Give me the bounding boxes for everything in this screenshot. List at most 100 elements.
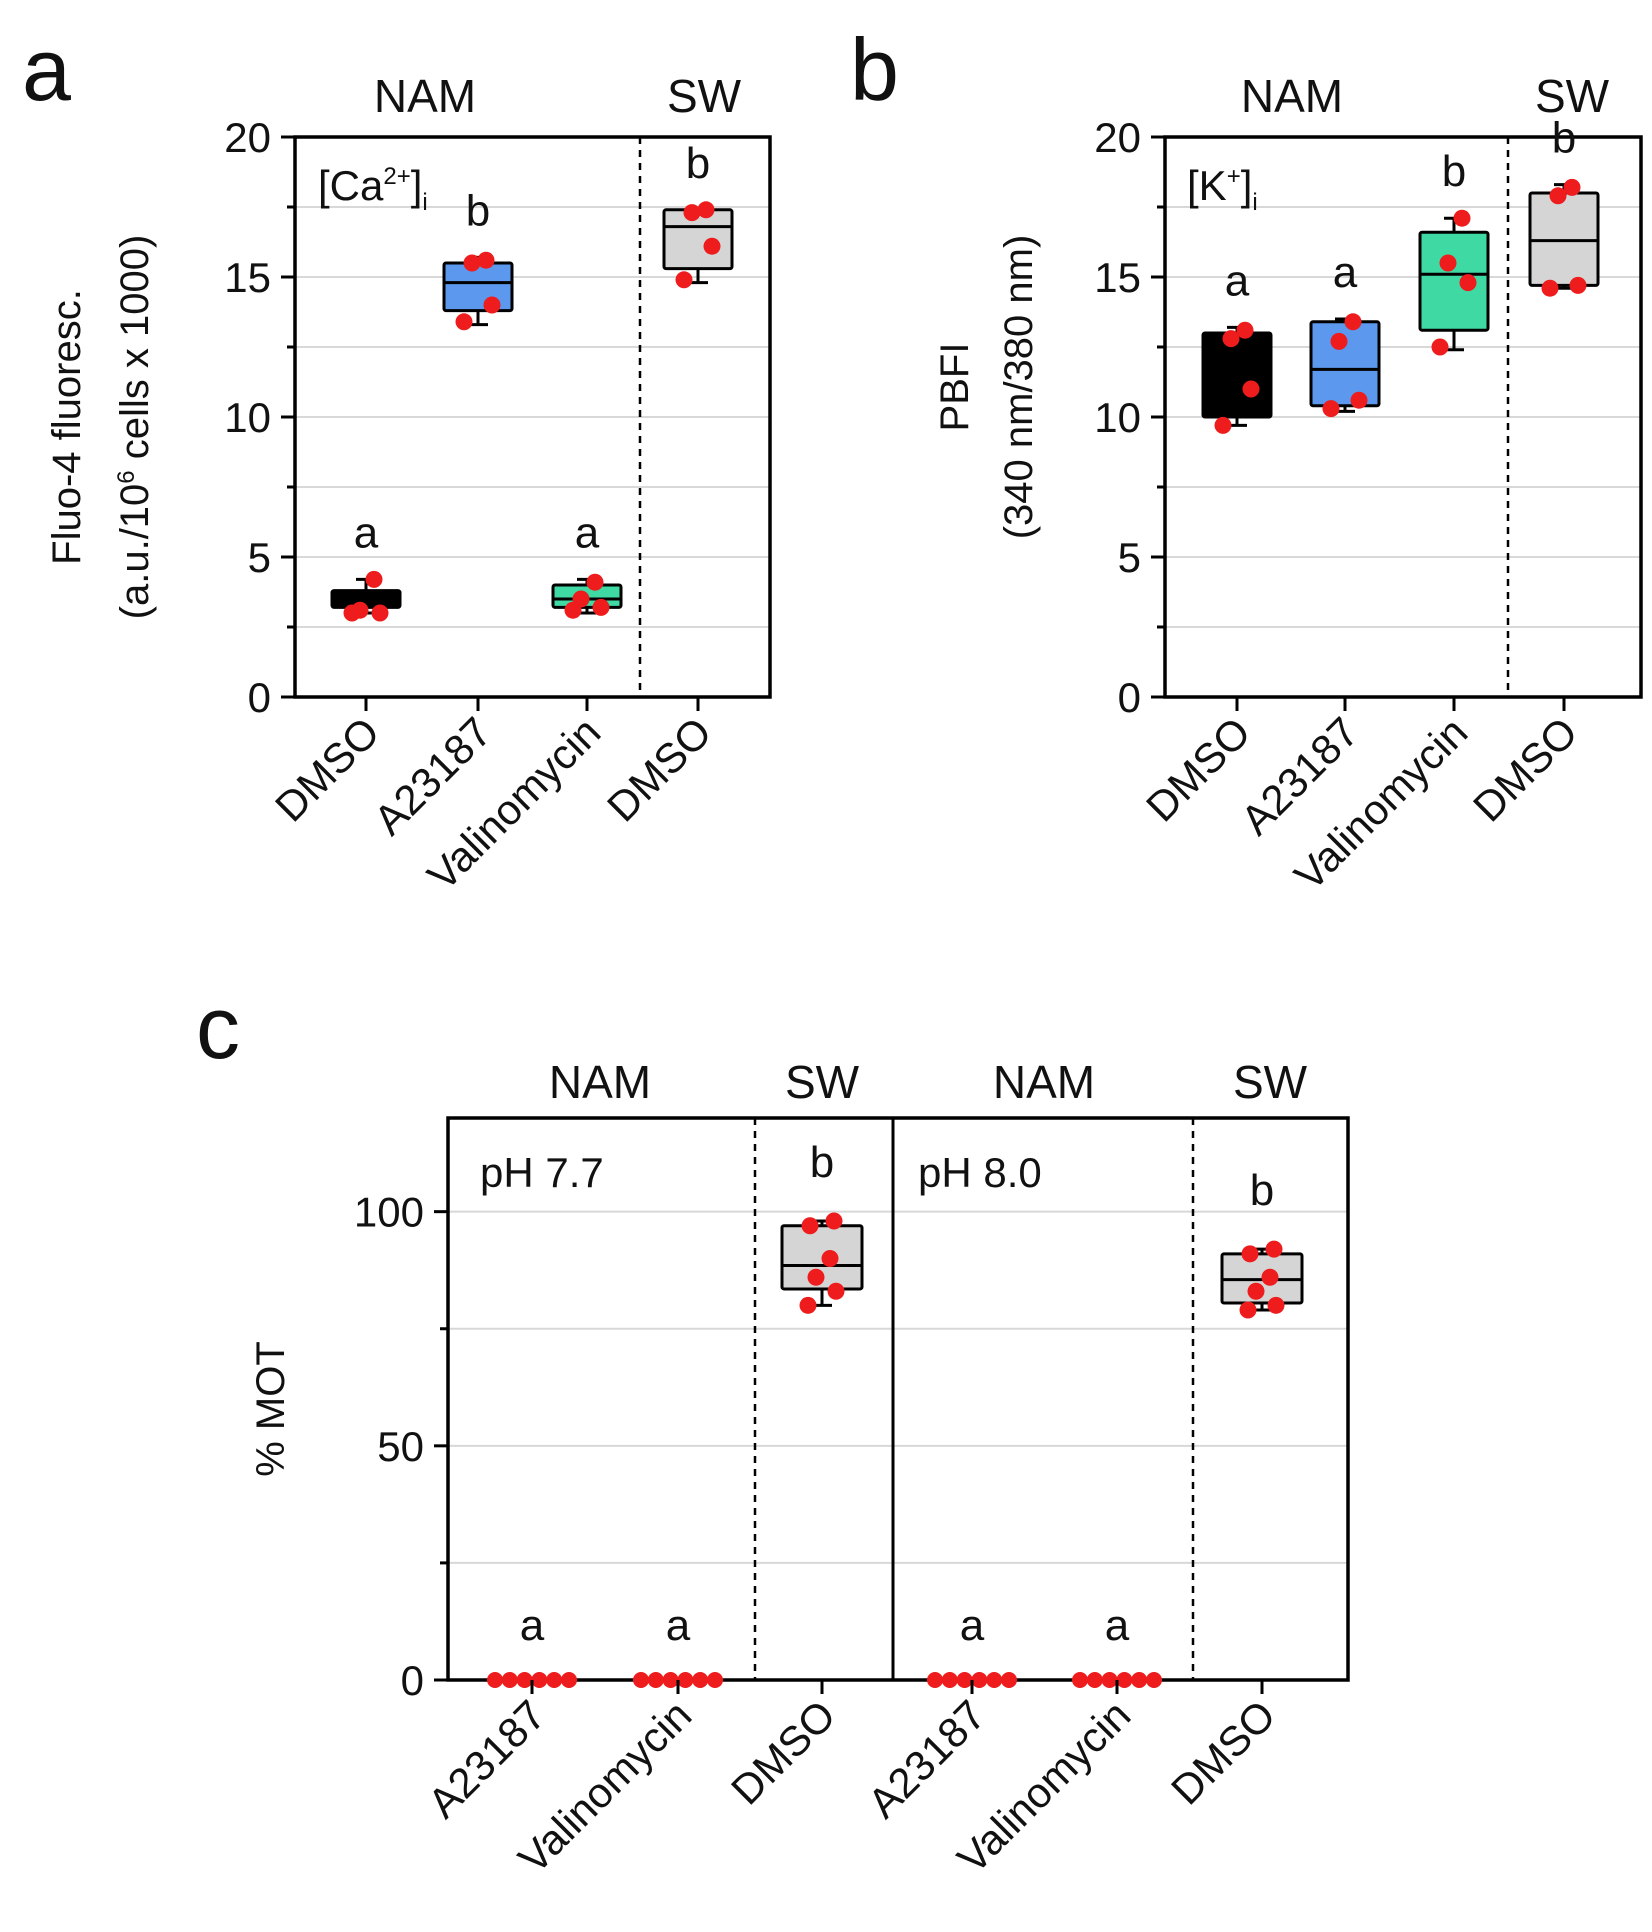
- significance-letter: b: [466, 186, 490, 235]
- data-point-1-2-3: [1261, 1268, 1279, 1286]
- y-tick-label: 10: [224, 394, 271, 441]
- data-point-3-1: [1569, 276, 1587, 294]
- group-label: SW: [1233, 1056, 1308, 1108]
- data-point-0-2-2: [807, 1268, 825, 1286]
- data-point-2-2: [572, 590, 590, 608]
- data-point-1-2-0: [1239, 1301, 1257, 1319]
- panel-letter: c: [196, 978, 240, 1077]
- data-point-0-2: [1222, 330, 1240, 348]
- data-point-1-2: [1330, 332, 1348, 350]
- data-point-3-3: [697, 201, 715, 219]
- group-label: NAM: [374, 70, 476, 122]
- data-point-3-2: [683, 204, 701, 222]
- data-point-1-0-2: [956, 1672, 973, 1688]
- data-point-0-1-2: [662, 1672, 679, 1688]
- y-axis-label-units: (340 nm/380 nm): [997, 235, 1041, 540]
- y-tick-label: 5: [248, 534, 271, 581]
- x-tick-label: DMSO: [1162, 1691, 1284, 1813]
- group-label: NAM: [1241, 70, 1343, 122]
- data-point-3-0: [675, 271, 693, 289]
- inset-label: pH 7.7: [480, 1149, 604, 1196]
- data-point-2-3: [1453, 209, 1471, 227]
- significance-letter: b: [1442, 147, 1466, 196]
- data-point-0-1-4: [692, 1672, 709, 1688]
- data-point-1-2-2: [1247, 1282, 1265, 1300]
- y-tick-label: 20: [1094, 114, 1141, 161]
- y-axis-label-units: (a.u./106 cells x 1000): [113, 235, 157, 620]
- data-point-0-0-0: [487, 1672, 503, 1688]
- data-point-0-3: [1236, 321, 1254, 339]
- data-point-1-2-4: [1241, 1245, 1259, 1263]
- data-point-1-1: [483, 296, 501, 314]
- inset-label: [K+]i: [1187, 162, 1258, 216]
- panel-letter: a: [22, 20, 71, 119]
- data-point-1-0-5: [1001, 1672, 1017, 1688]
- significance-letter: a: [520, 1601, 545, 1650]
- data-point-1-2-1: [1267, 1296, 1285, 1314]
- y-tick-label: 15: [1094, 254, 1141, 301]
- box-1: [442, 261, 514, 313]
- significance-letter: a: [354, 508, 379, 557]
- data-point-1-1-1: [1086, 1672, 1103, 1688]
- data-point-1-0-1: [941, 1672, 958, 1688]
- box-2: [1418, 230, 1490, 332]
- data-point-2-1: [592, 598, 610, 616]
- data-point-0-2-0: [799, 1296, 817, 1314]
- data-point-0-0-3: [531, 1672, 548, 1688]
- significance-letter: a: [960, 1601, 985, 1650]
- data-point-0-0-1: [501, 1672, 518, 1688]
- data-point-1-1-3: [1116, 1672, 1133, 1688]
- y-tick-label: 10: [1094, 394, 1141, 441]
- data-point-0-1-1: [647, 1672, 664, 1688]
- x-tick-label: DMSO: [1464, 708, 1586, 830]
- significance-letter: b: [810, 1138, 834, 1187]
- x-tick-label: DMSO: [598, 708, 720, 830]
- significance-letter: b: [1552, 114, 1576, 163]
- y-tick-label: 20: [224, 114, 271, 161]
- data-point-0-1: [1242, 380, 1260, 398]
- group-label: NAM: [993, 1056, 1095, 1108]
- data-point-0-1: [371, 604, 389, 622]
- data-point-1-0: [1322, 400, 1340, 418]
- y-axis-label: PBFI: [933, 343, 977, 432]
- data-point-0-0-2: [516, 1672, 533, 1688]
- plot-frame: [446, 1116, 1350, 1682]
- data-point-1-0-3: [971, 1672, 988, 1688]
- x-tick-label: DMSO: [722, 1691, 844, 1813]
- box-1: [1309, 320, 1381, 408]
- data-point-1-0-4: [986, 1672, 1003, 1688]
- data-point-0-2: [351, 601, 369, 619]
- plot-frame: [1163, 135, 1643, 699]
- group-label: NAM: [549, 1056, 651, 1108]
- significance-letter: b: [686, 139, 710, 188]
- data-point-1-3: [1344, 313, 1362, 331]
- y-axis-label: % MOT: [249, 1341, 293, 1477]
- data-point-1-2-5: [1265, 1240, 1283, 1258]
- data-point-3-1: [703, 237, 721, 255]
- data-point-2-3: [586, 573, 604, 591]
- data-point-3-3: [1563, 178, 1581, 196]
- panel-letter: b: [850, 20, 899, 119]
- data-point-1-1-2: [1101, 1672, 1118, 1688]
- significance-letter: a: [575, 508, 600, 557]
- x-tick-label: A23187: [419, 1691, 555, 1827]
- data-point-2-0: [1431, 338, 1449, 356]
- y-tick-label: 0: [1118, 674, 1141, 721]
- data-point-0-3: [365, 570, 383, 588]
- data-point-0-1-5: [707, 1672, 723, 1688]
- data-point-1-1-4: [1131, 1672, 1148, 1688]
- data-point-1-0-0: [927, 1672, 943, 1688]
- data-point-1-1-5: [1146, 1672, 1162, 1688]
- data-point-0-1-3: [677, 1672, 694, 1688]
- data-point-0-2-4: [801, 1217, 819, 1235]
- data-point-2-1: [1459, 274, 1477, 292]
- y-tick-label: 15: [224, 254, 271, 301]
- inset-label: [Ca2+]i: [318, 162, 428, 216]
- y-tick-label: 100: [354, 1189, 424, 1236]
- significance-letter: a: [1105, 1601, 1130, 1650]
- data-point-0-2-5: [825, 1212, 843, 1230]
